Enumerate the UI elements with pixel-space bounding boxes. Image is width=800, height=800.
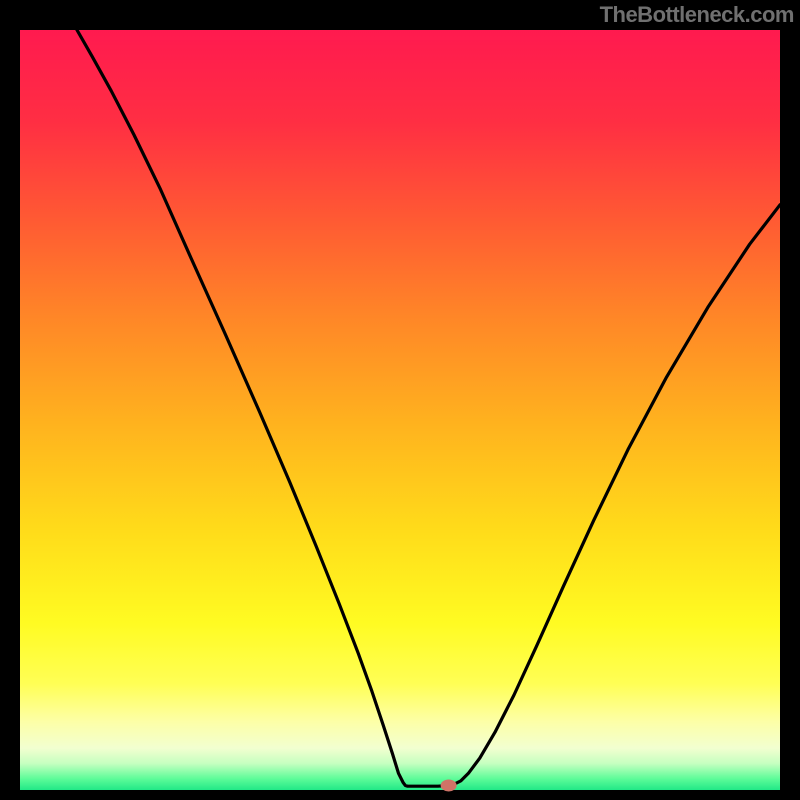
watermark-text: TheBottleneck.com xyxy=(600,2,794,28)
bottleneck-chart xyxy=(0,0,800,800)
optimal-point-marker xyxy=(441,779,457,791)
gradient-background xyxy=(20,30,780,790)
